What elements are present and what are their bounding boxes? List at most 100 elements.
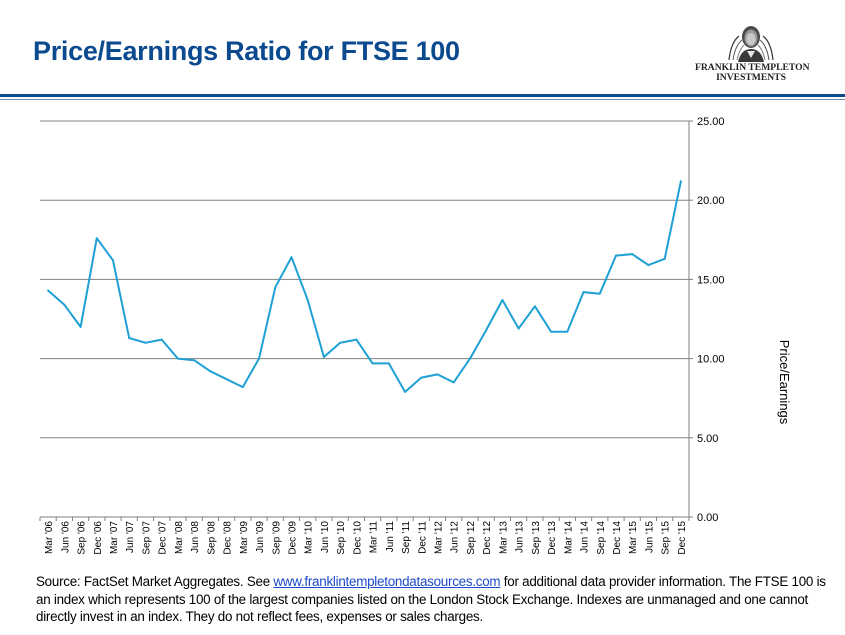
x-tick-label: Mar '13 xyxy=(498,521,509,554)
x-tick-label: Dec '14 xyxy=(612,521,623,555)
x-tick-labels: Mar '06 Jun '06 Sep '06 Dec '06 Mar '07 Jun '… xyxy=(44,521,688,555)
portrait-icon xyxy=(728,26,774,62)
y-tick-label: 0.00 xyxy=(697,512,718,524)
data-sources-link[interactable]: www.franklintempletondatasources.com xyxy=(273,574,501,589)
x-tick-label: Mar '07 xyxy=(109,521,120,554)
x-tick-label: Mar '15 xyxy=(628,521,639,554)
data-point xyxy=(598,292,601,295)
data-point xyxy=(631,253,634,256)
x-tick-label: Dec '08 xyxy=(223,521,234,555)
data-point xyxy=(517,327,520,330)
x-tick-label: Jun '08 xyxy=(190,521,201,553)
x-tick-label: Dec '13 xyxy=(547,521,558,555)
pe-series-line xyxy=(47,180,682,393)
data-point xyxy=(306,298,309,301)
x-tick-label: Dec '10 xyxy=(352,521,363,555)
data-point xyxy=(436,373,439,376)
data-point xyxy=(209,370,212,373)
y-tick-label: 5.00 xyxy=(697,433,718,445)
y-tick-label: 20.00 xyxy=(697,195,725,207)
x-tick-label: Mar '14 xyxy=(563,521,574,554)
x-tick-label: Mar '08 xyxy=(174,521,185,554)
x-tick-label: Sep '15 xyxy=(661,521,672,555)
data-point xyxy=(614,254,617,257)
axes xyxy=(39,120,693,521)
x-tick-label: Dec '09 xyxy=(287,521,298,555)
x-tick-label: Dec '07 xyxy=(158,521,169,555)
footer-notes: Source: FactSet Market Aggregates. See w… xyxy=(36,573,836,626)
x-tick-label: Sep '08 xyxy=(206,521,217,555)
data-point xyxy=(176,357,179,360)
data-point xyxy=(485,329,488,332)
x-tick-label: Mar '12 xyxy=(434,521,445,554)
data-point xyxy=(533,305,536,308)
x-tick-label: Mar '10 xyxy=(304,521,315,554)
data-point xyxy=(160,338,163,341)
source-prefix: Source: FactSet Market Aggregates. See xyxy=(36,574,274,589)
y-tick-label: 15.00 xyxy=(697,274,725,286)
data-point xyxy=(290,256,293,259)
data-point xyxy=(225,378,228,381)
x-tick-label: Sep '11 xyxy=(401,521,412,554)
x-tick-label: Mar '06 xyxy=(44,521,55,554)
x-tick-label: Jun '09 xyxy=(255,521,266,553)
y-axis-label: Price/Earnings xyxy=(777,340,792,425)
data-point xyxy=(274,286,277,289)
data-point xyxy=(387,362,390,365)
x-tick-label: Dec '15 xyxy=(677,521,688,555)
data-point xyxy=(582,291,585,294)
x-tick-label: Jun '14 xyxy=(580,521,591,553)
page-title: Price/Earnings Ratio for FTSE 100 xyxy=(33,36,460,66)
data-point xyxy=(404,390,407,393)
x-tick-label: Dec '06 xyxy=(93,521,104,555)
data-point xyxy=(501,298,504,301)
source-suffix: for additional data provider information… xyxy=(500,574,726,589)
x-tick-label: Jun '13 xyxy=(515,521,526,553)
data-point xyxy=(550,330,553,333)
data-point xyxy=(322,356,325,359)
grid-lines xyxy=(40,120,689,439)
header-rule-thick xyxy=(0,94,845,97)
data-point xyxy=(258,357,261,360)
series-layer xyxy=(47,180,682,393)
x-tick-label: Jun '07 xyxy=(125,521,136,553)
data-point xyxy=(339,341,342,344)
data-point xyxy=(420,376,423,379)
data-point xyxy=(452,381,455,384)
x-tick-label: Sep '09 xyxy=(271,521,282,555)
data-point xyxy=(47,289,50,292)
data-point xyxy=(63,303,66,306)
x-tick-label: Jun '12 xyxy=(450,521,461,553)
x-tick-label: Jun '10 xyxy=(320,521,331,553)
pe-ratio-line-chart: 0.00 5.00 10.00 15.00 20.00 25.00 Mar '06 Jun … xyxy=(39,116,792,555)
x-tick-label: Sep '14 xyxy=(596,521,607,555)
data-point xyxy=(679,180,682,183)
logo-line-2: INVESTMENTS xyxy=(716,72,786,83)
data-point xyxy=(79,325,82,328)
x-tick-label: Sep '06 xyxy=(77,521,88,555)
disclaimer-text: The FTSE 100 is an index which represent… xyxy=(36,574,826,624)
y-tick-label: 25.00 xyxy=(697,116,725,128)
data-point xyxy=(355,338,358,341)
x-tick-label: Jun '11 xyxy=(385,521,396,553)
x-tick-label: Mar '11 xyxy=(369,521,380,554)
x-tick-label: Jun '15 xyxy=(644,521,655,553)
franklin-templeton-logo: FRANKLIN TEMPLETON INVESTMENTS xyxy=(695,22,810,84)
x-tick-label: Sep '07 xyxy=(141,521,152,555)
data-point xyxy=(566,330,569,333)
data-point xyxy=(241,386,244,389)
data-point xyxy=(468,357,471,360)
y-tick-label: 10.00 xyxy=(697,354,725,366)
x-tick-label: Mar '09 xyxy=(239,521,250,554)
data-point xyxy=(193,359,196,362)
x-tick-label: Jun '06 xyxy=(60,521,71,553)
x-tick-label: Dec '12 xyxy=(482,521,493,555)
data-point xyxy=(371,362,374,365)
data-point xyxy=(95,237,98,240)
x-tick-label: Sep '13 xyxy=(531,521,542,555)
x-tick-label: Dec '11 xyxy=(417,521,428,554)
logo-line-1: FRANKLIN TEMPLETON xyxy=(695,62,810,73)
data-point xyxy=(144,341,147,344)
data-point xyxy=(647,264,650,267)
data-point xyxy=(663,257,666,260)
